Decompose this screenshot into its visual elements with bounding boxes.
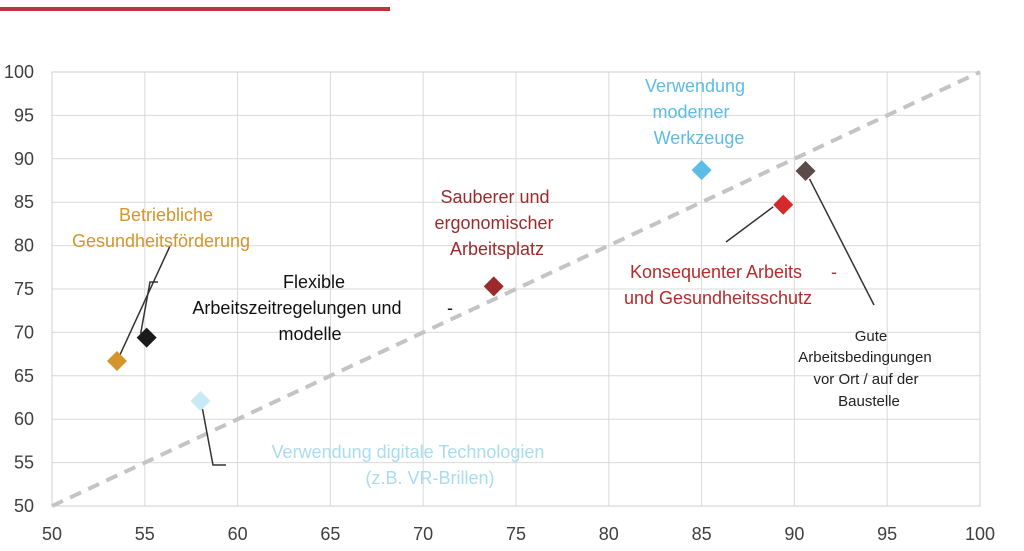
- label-line: Verwendung: [645, 76, 745, 96]
- x-tick-label: 55: [135, 524, 155, 544]
- label-line: Werkzeuge: [654, 128, 745, 148]
- label-werkzeuge: Verwendung moderner Werkzeuge: [645, 76, 745, 148]
- data-point-digital: [190, 390, 211, 411]
- data-points: [106, 160, 816, 411]
- leader-line-digital: [201, 408, 226, 466]
- leader-lines: [118, 178, 875, 466]
- y-tick-label: 90: [14, 149, 34, 169]
- leader-line-gute: [808, 178, 875, 306]
- label-line: Sauberer und: [440, 187, 549, 207]
- data-point-sauberer: [483, 276, 504, 297]
- y-tick-label: 100: [4, 62, 34, 82]
- label-flexible: Flexible Arbeitszeitregelungen und model…: [192, 272, 453, 344]
- leader-line-betriebliche: [118, 245, 171, 358]
- leader-line-konsequenter: [725, 206, 774, 243]
- label-line: Gesundheitsförderung: [72, 231, 250, 251]
- label-line: ergonomischer: [434, 213, 553, 233]
- label-line: modelle: [278, 324, 341, 344]
- y-tick-label: 55: [14, 453, 34, 473]
- label-line: Arbeitsbedingungen: [798, 349, 931, 366]
- y-tick-label: 65: [14, 366, 34, 386]
- label-line: Konsequenter Arbeits: [630, 262, 802, 282]
- label-betriebliche: Betriebliche Gesundheitsförderung: [72, 205, 250, 251]
- label-line: Verwendung digitale Technologien: [272, 442, 545, 462]
- label-line: (z.B. VR-Brillen): [365, 468, 494, 488]
- data-point-gute: [795, 160, 816, 181]
- x-tick-label: 70: [413, 524, 433, 544]
- label-digital: Verwendung digitale Technologien (z.B. V…: [272, 442, 545, 488]
- x-tick-label: 90: [784, 524, 804, 544]
- label-line: Flexible: [283, 272, 345, 292]
- data-point-betriebliche: [106, 351, 127, 372]
- x-tick-label: 75: [506, 524, 526, 544]
- x-tick-label: 60: [228, 524, 248, 544]
- data-point-konsequenter: [773, 194, 794, 215]
- top-accent-rule: [0, 7, 390, 11]
- x-tick-label: 50: [42, 524, 62, 544]
- y-tick-label: 60: [14, 409, 34, 429]
- label-line: und Gesundheitsschutz: [624, 288, 812, 308]
- label-line: moderner: [652, 102, 729, 122]
- x-tick-label: 85: [692, 524, 712, 544]
- x-tick-label: 95: [877, 524, 897, 544]
- plot-frame: [51, 71, 981, 507]
- x-tick-label: 65: [320, 524, 340, 544]
- x-axis-ticks: 50 55 60 65 70 75 80 85 90 95 100: [42, 524, 995, 544]
- y-tick-label: 85: [14, 192, 34, 212]
- label-sauberer: Sauberer und ergonomischer Arbeitsplatz: [434, 187, 553, 259]
- y-axis-ticks: 50 55 60 65 70 75 80 85 90 95 100: [4, 62, 34, 516]
- label-line: vor Ort / auf der: [813, 371, 918, 388]
- label-gute: Gute Arbeitsbedingungen vor Ort / auf de…: [798, 328, 931, 410]
- y-tick-label: 50: [14, 496, 34, 516]
- y-tick-label: 80: [14, 236, 34, 256]
- y-tick-label: 75: [14, 279, 34, 299]
- x-tick-label: 80: [599, 524, 619, 544]
- y-tick-label: 70: [14, 322, 34, 342]
- label-line: Arbeitsplatz: [450, 239, 544, 259]
- label-dash: -: [831, 262, 837, 282]
- label-dash: -: [447, 298, 453, 318]
- y-tick-label: 95: [14, 105, 34, 125]
- data-point-flexible: [136, 327, 157, 348]
- label-line: Gute: [855, 328, 888, 345]
- x-tick-label: 100: [965, 524, 995, 544]
- data-point-werkzeuge: [691, 160, 712, 181]
- label-konsequenter: Konsequenter Arbeits und Gesundheitsschu…: [624, 262, 837, 308]
- leader-line-flexible: [139, 281, 158, 334]
- label-line: Baustelle: [838, 393, 900, 410]
- label-line: Arbeitszeitregelungen und: [192, 298, 401, 318]
- label-line: Betriebliche: [119, 205, 213, 225]
